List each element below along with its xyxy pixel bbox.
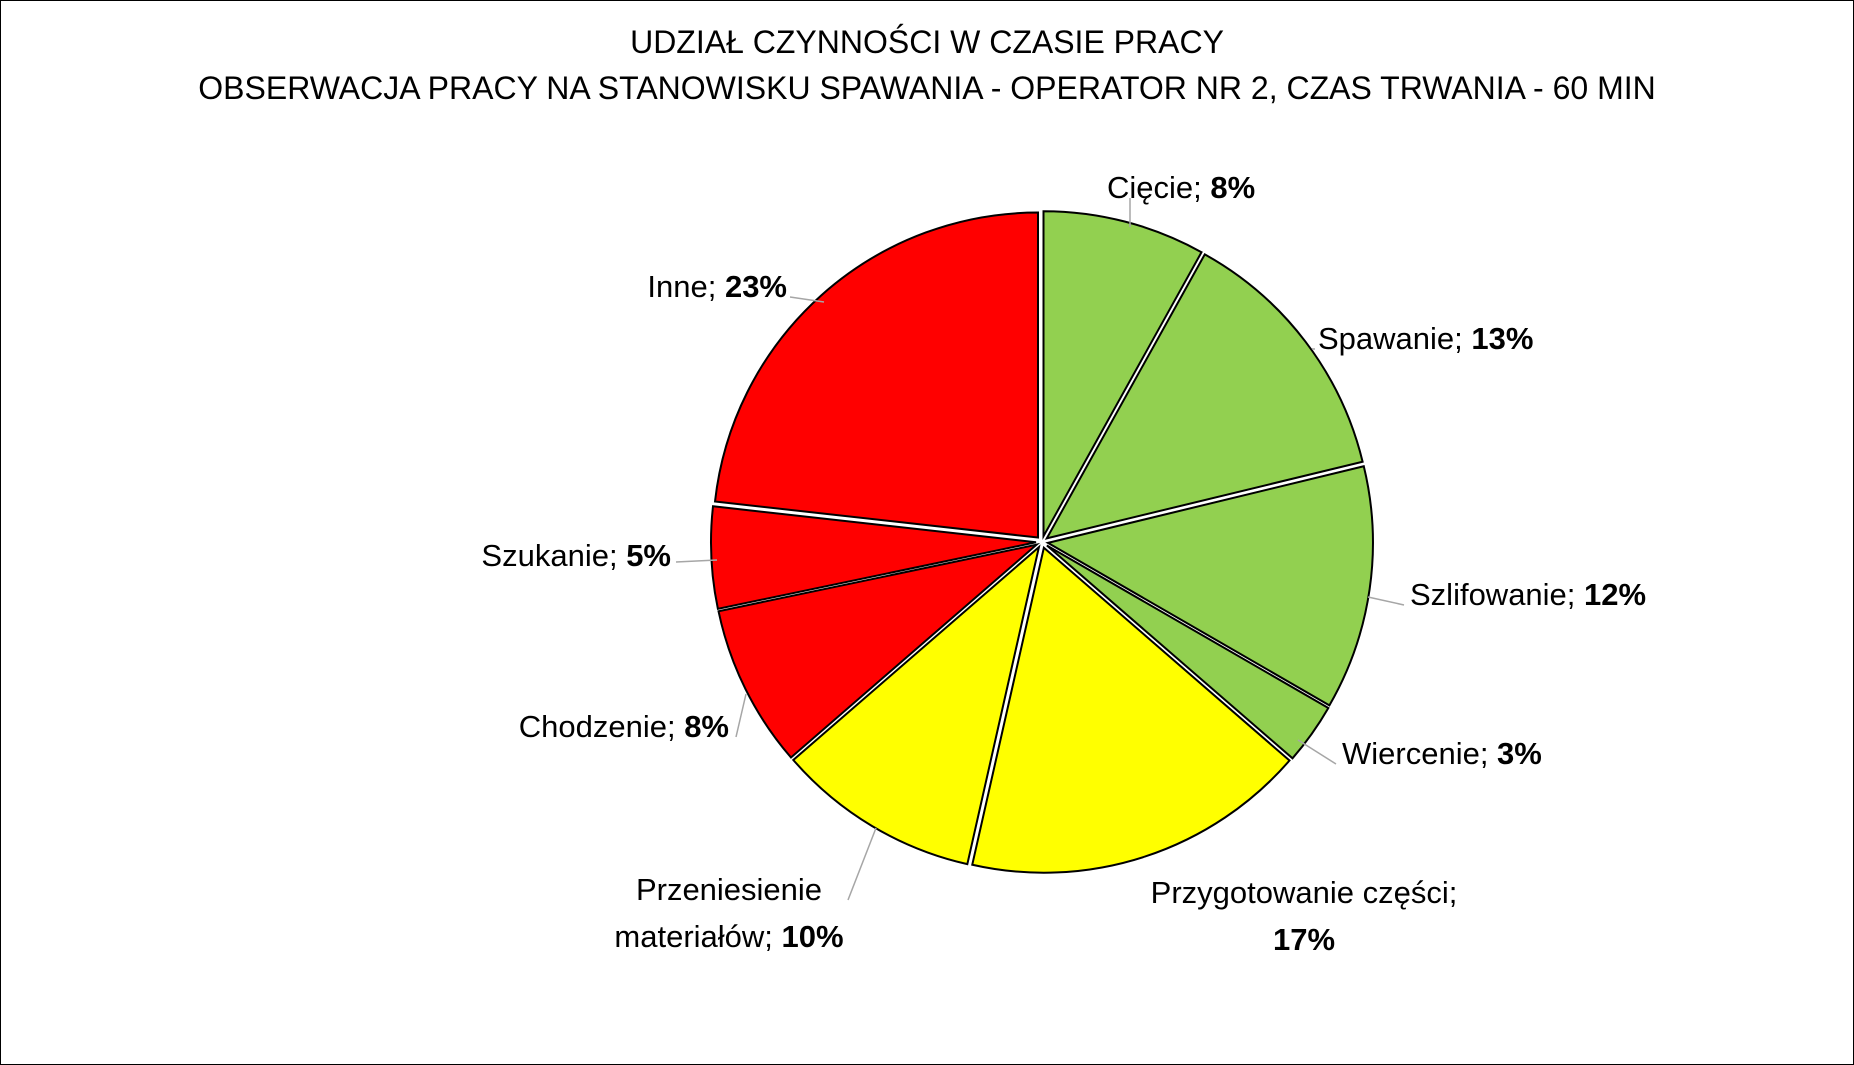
pie-slice-2 [1044,253,1364,540]
pie-slice-3 [1045,465,1374,707]
pie-slices [710,210,1374,874]
pie-slice-8 [710,505,1037,611]
leader-line-7 [735,693,747,738]
data-label-8: Szukanie; 5% [481,538,671,573]
leader-line-8 [675,559,718,563]
data-label-3: Szlifowanie; 12% [1410,577,1646,612]
data-label-9: Inne; 23% [647,269,787,304]
leader-line-6 [847,827,877,901]
data-label-2: Spawanie; 13% [1318,321,1533,356]
chart-subtitle: OBSERWACJA PRACY NA STANOWISKU SPAWANIA … [198,70,1655,106]
data-label-1: Cięcie; 8% [1107,170,1255,205]
pie-slice-5 [971,545,1291,874]
data-labels: Cięcie; 8% Spawanie; 13% Szlifowanie; 12% W… [481,170,1646,957]
pie-slice-9 [713,211,1039,539]
chart-title: UDZIAŁ CZYNNOŚCI W CZASIE PRACY [630,24,1224,60]
pie-slice-1 [1042,210,1203,541]
leader-line-4 [1297,739,1337,765]
leader-lines [675,198,1405,901]
data-label-6: Przeniesienie materiałów; 10% [614,872,843,954]
pie-slice-4 [1046,544,1330,760]
pie-slice-7 [717,542,1041,759]
data-label-7: Chodzenie; 8% [519,709,729,744]
data-label-4: Wiercenie; 3% [1342,736,1542,771]
leader-line-3 [1367,596,1405,606]
pie-slice-6 [791,544,1041,866]
data-label-5: Przygotowanie części; 17% [1151,875,1458,957]
leader-line-9 [789,296,825,303]
